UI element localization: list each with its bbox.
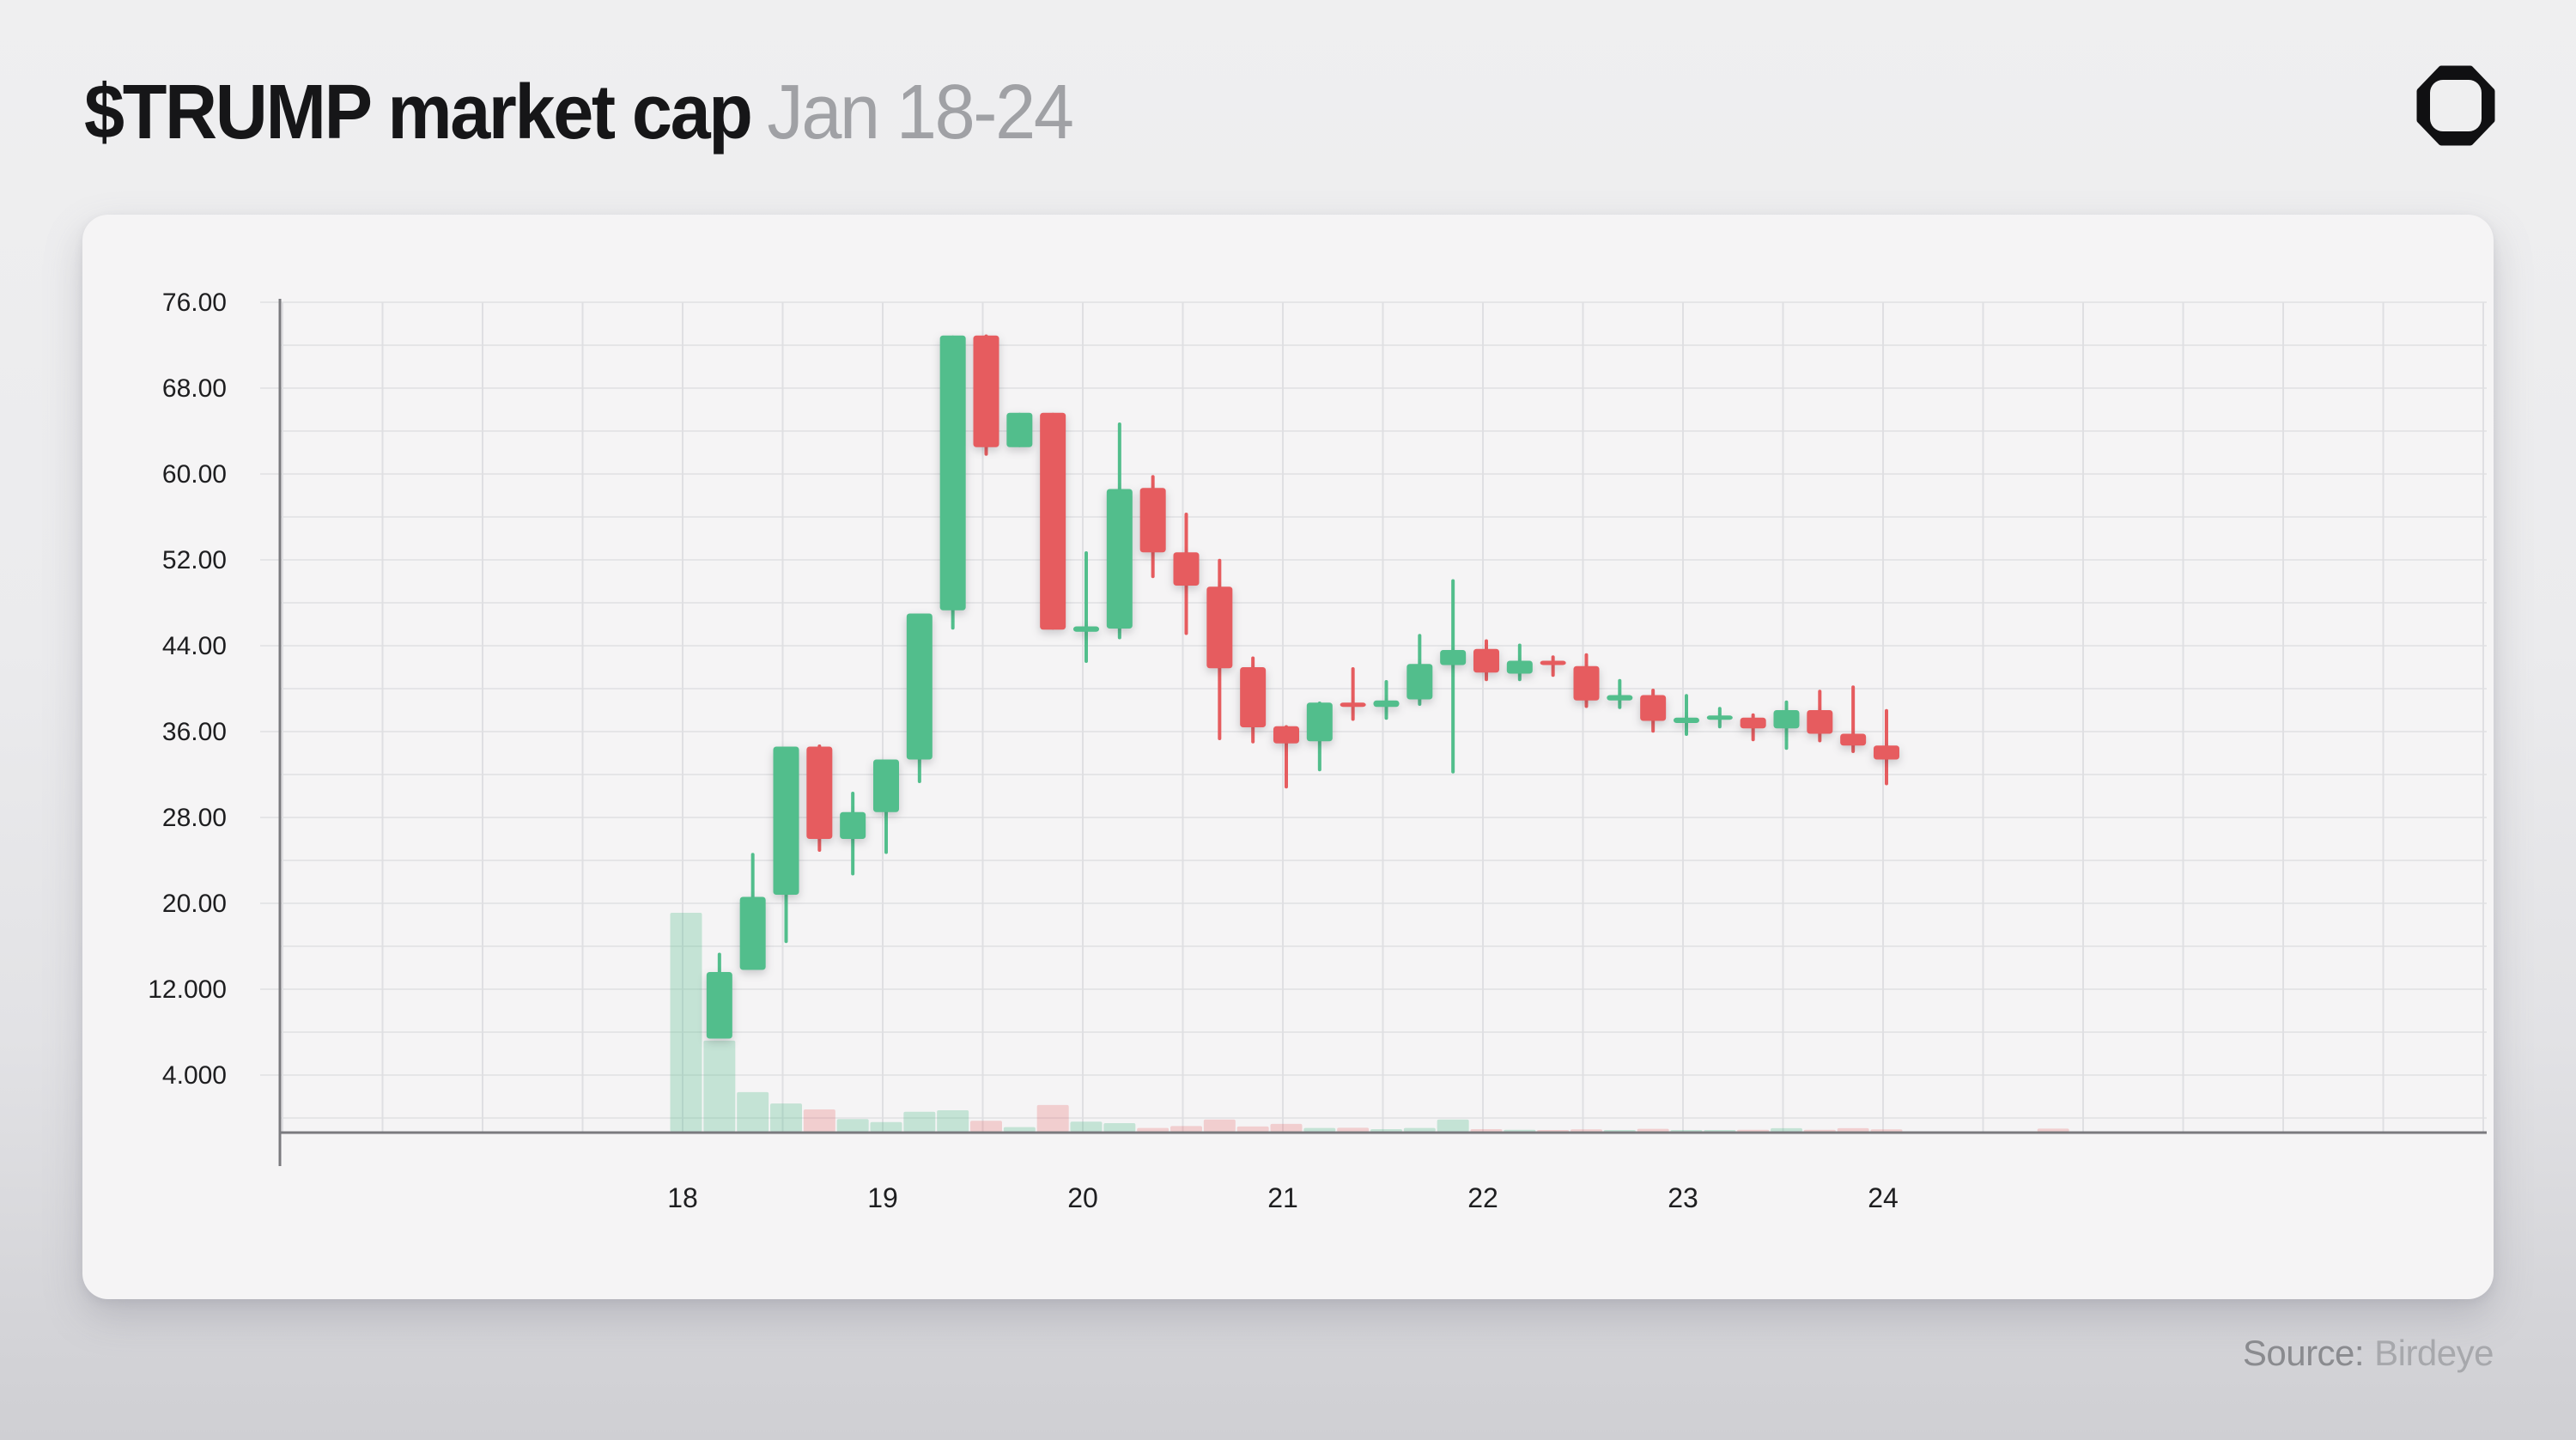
source-value: Birdeye (2374, 1333, 2494, 1373)
title-text: $TRUMP market cap (84, 70, 753, 155)
header: $TRUMP market cap Jan 18-24 (84, 72, 2492, 154)
source-attribution: Source: Birdeye (2243, 1333, 2494, 1374)
title-period: Jan 18-24 (767, 70, 1073, 155)
chart-card (82, 215, 2494, 1299)
page-title: $TRUMP market cap Jan 18-24 (84, 70, 1074, 155)
source-label: Source: (2242, 1333, 2365, 1373)
octagon-logo-icon (2416, 65, 2495, 146)
